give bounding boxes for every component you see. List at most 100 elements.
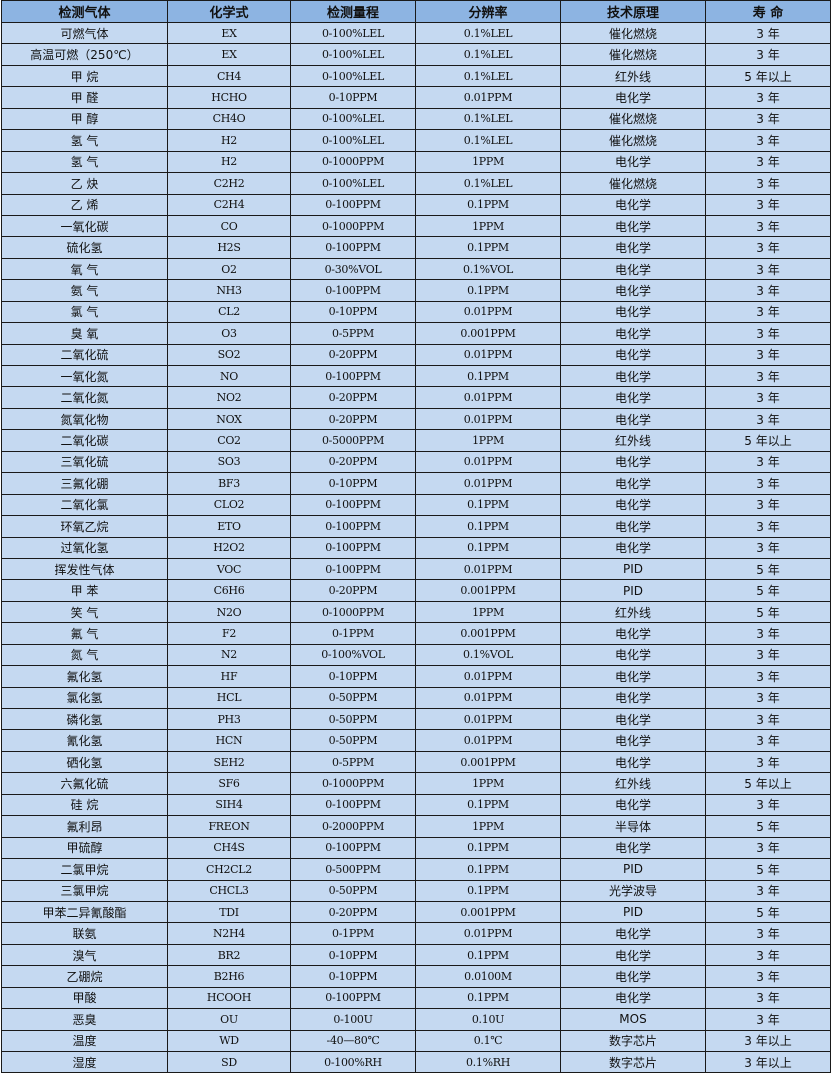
cell-principle: 催化燃烧 [560, 43, 706, 66]
cell-principle: 电化学 [560, 536, 706, 559]
cell-resolution: 0.01PPM [415, 922, 561, 945]
table-row: 甲酸 HCOOH 0-100PPM 0.1PPM 电化学 3 年 [1, 986, 831, 1010]
cell-formula: HCHO [167, 86, 291, 109]
cell-principle: 电化学 [560, 214, 706, 238]
cell-formula: OU [167, 1008, 291, 1031]
cell-range: 0-20PPM [290, 386, 416, 409]
table-row: 氮氧化物 NOX 0-20PPM 0.01PPM 电化学 3 年 [1, 407, 831, 431]
cell-resolution: 0.1PPM [415, 986, 561, 1010]
cell-lifespan: 3 年 [705, 729, 831, 752]
cell-principle: 电化学 [560, 986, 706, 1010]
cell-formula: NH3 [167, 279, 291, 302]
cell-principle: 红外线 [560, 64, 706, 88]
cell-gas: 三氯甲烷 [1, 879, 168, 902]
table-row: 温度 WD -40—80℃ 0.1℃ 数字芯片 3 年以上 [1, 1029, 831, 1053]
cell-lifespan: 5 年以上 [705, 772, 831, 795]
cell-lifespan: 3 年 [705, 86, 831, 109]
cell-principle: 红外线 [560, 429, 706, 452]
cell-resolution: 0.01PPM [415, 665, 561, 688]
cell-lifespan: 3 年 [705, 300, 831, 324]
cell-resolution: 0.10U [415, 1008, 561, 1031]
table-row: 氨 气 NH3 0-100PPM 0.1PPM 电化学 3 年 [1, 279, 831, 302]
cell-range: 0-50PPM [290, 879, 416, 902]
cell-formula: N2 [167, 643, 291, 667]
cell-range: 0-1000PPM [290, 214, 416, 238]
cell-gas: 联氨 [1, 922, 168, 945]
cell-formula: BR2 [167, 943, 291, 967]
cell-lifespan: 5 年 [705, 600, 831, 624]
cell-gas: 过氧化氢 [1, 536, 168, 559]
cell-principle: 催化燃烧 [560, 107, 706, 131]
table-row: 乙硼烷 B2H6 0-10PPM 0.0100M 电化学 3 年 [1, 965, 831, 988]
cell-formula: HF [167, 665, 291, 688]
table-row: 甲硫醇 CH4S 0-100PPM 0.1PPM 电化学 3 年 [1, 836, 831, 860]
cell-range: 0-1000PPM [290, 150, 416, 174]
cell-range: 0-100%LEL [290, 21, 416, 45]
cell-lifespan: 3 年 [705, 1008, 831, 1031]
header-principle: 技术原理 [560, 0, 706, 23]
cell-gas: 一氧化氮 [1, 364, 168, 388]
cell-resolution: 0.1PPM [415, 858, 561, 881]
cell-lifespan: 3 年 [705, 236, 831, 259]
cell-principle: 红外线 [560, 772, 706, 795]
cell-range: 0-100%LEL [290, 43, 416, 66]
cell-gas: 三氟化硼 [1, 472, 168, 495]
cell-lifespan: 3 年 [705, 407, 831, 431]
cell-gas: 乙 炔 [1, 172, 168, 195]
cell-gas: 氨 气 [1, 279, 168, 302]
cell-principle: MOS [560, 1008, 706, 1031]
cell-principle: 电化学 [560, 793, 706, 817]
cell-resolution: 0.01PPM [415, 450, 561, 474]
table-row: 联氨 N2H4 0-1PPM 0.01PPM 电化学 3 年 [1, 922, 831, 945]
table-row: 乙 炔 C2H2 0-100%LEL 0.1%LEL 催化燃烧 3 年 [1, 172, 831, 195]
cell-gas: 氯化氢 [1, 686, 168, 710]
cell-lifespan: 3 年 [705, 450, 831, 474]
cell-formula: CHCL3 [167, 879, 291, 902]
table-row: 甲 烷 CH4 0-100%LEL 0.1%LEL 红外线 5 年以上 [1, 64, 831, 88]
table-row: 过氧化氢 H2O2 0-100PPM 0.1PPM 电化学 3 年 [1, 536, 831, 559]
cell-gas: 氢 气 [1, 150, 168, 174]
cell-gas: 乙 烯 [1, 193, 168, 216]
cell-formula: F2 [167, 622, 291, 645]
cell-lifespan: 3 年 [705, 643, 831, 667]
cell-gas: 氰化氢 [1, 729, 168, 752]
cell-gas: 甲 醇 [1, 107, 168, 131]
cell-range: 0-100PPM [290, 557, 416, 581]
cell-gas: 溴气 [1, 943, 168, 967]
cell-range: 0-1000PPM [290, 772, 416, 795]
table-row: 硒化氢 SEH2 0-5PPM 0.001PPM 电化学 3 年 [1, 750, 831, 774]
cell-formula: B2H6 [167, 965, 291, 988]
cell-lifespan: 3 年 [705, 364, 831, 388]
cell-gas: 甲 醛 [1, 86, 168, 109]
cell-principle: 电化学 [560, 236, 706, 259]
cell-principle: PID [560, 579, 706, 602]
table-row: 高温可燃（250℃） EX 0-100%LEL 0.1%LEL 催化燃烧 3 年 [1, 43, 831, 66]
cell-principle: 催化燃烧 [560, 21, 706, 45]
header-gas: 检测气体 [1, 0, 168, 23]
cell-resolution: 0.01PPM [415, 386, 561, 409]
cell-range: 0-10PPM [290, 86, 416, 109]
cell-range: 0-20PPM [290, 579, 416, 602]
cell-gas: 硅 烷 [1, 793, 168, 817]
cell-formula: O2 [167, 257, 291, 281]
cell-range: 0-2000PPM [290, 815, 416, 838]
cell-formula: EX [167, 43, 291, 66]
cell-gas: 可燃气体 [1, 21, 168, 45]
cell-principle: 电化学 [560, 257, 706, 281]
cell-gas: 甲 苯 [1, 579, 168, 602]
table-row: 氢 气 H2 0-1000PPM 1PPM 电化学 3 年 [1, 150, 831, 174]
cell-range: 0-100PPM [290, 193, 416, 216]
cell-resolution: 0.01PPM [415, 729, 561, 752]
table-row: 一氧化碳 CO 0-1000PPM 1PPM 电化学 3 年 [1, 214, 831, 238]
table-row: 氢 气 H2 0-100%LEL 0.1%LEL 催化燃烧 3 年 [1, 129, 831, 152]
table-row: 恶臭 OU 0-100U 0.10U MOS 3 年 [1, 1008, 831, 1031]
cell-gas: 三氧化硫 [1, 450, 168, 474]
table-row: 二氯甲烷 CH2CL2 0-500PPM 0.1PPM PID 5 年 [1, 858, 831, 881]
cell-lifespan: 3 年 [705, 922, 831, 945]
cell-lifespan: 3 年以上 [705, 1050, 831, 1074]
cell-range: 0-30%VOL [290, 257, 416, 281]
table-row: 乙 烯 C2H4 0-100PPM 0.1PPM 电化学 3 年 [1, 193, 831, 216]
cell-range: 0-1000PPM [290, 600, 416, 624]
cell-gas: 硒化氢 [1, 750, 168, 774]
cell-formula: SEH2 [167, 750, 291, 774]
